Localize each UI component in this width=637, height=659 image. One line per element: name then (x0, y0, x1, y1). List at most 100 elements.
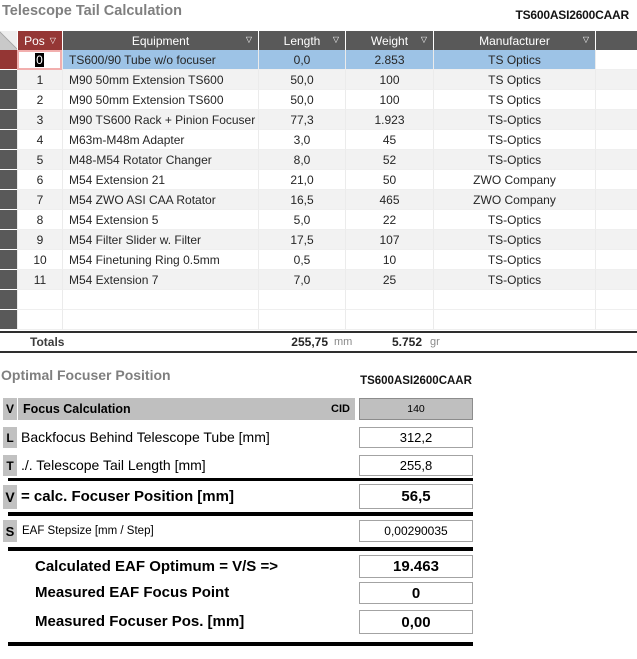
cell-extra[interactable] (595, 250, 637, 270)
row-selector[interactable] (0, 250, 17, 270)
cell-pos[interactable]: 1 (17, 70, 62, 90)
cell-length[interactable] (258, 310, 345, 330)
cell-equipment[interactable]: M54 Finetuning Ring 0.5mm (62, 250, 258, 270)
cell-manufacturer[interactable]: TS-Optics (433, 130, 595, 150)
row-selector[interactable] (0, 50, 17, 70)
cell-manufacturer[interactable]: TS Optics (433, 50, 595, 70)
cell-length[interactable]: 0,5 (258, 250, 345, 270)
column-header-pos[interactable]: Pos ▽ (17, 31, 62, 50)
column-header-weight[interactable]: Weight ▽ (345, 31, 433, 50)
cell-equipment[interactable]: TS600/90 Tube w/o focuser (62, 50, 258, 70)
cell-weight[interactable]: 100 (345, 90, 433, 110)
cell-pos[interactable]: 4 (17, 130, 62, 150)
cell-weight[interactable]: 10 (345, 250, 433, 270)
cell-equipment[interactable]: M54 ZWO ASI CAA Rotator (62, 190, 258, 210)
row-selector[interactable] (0, 270, 17, 290)
cell-extra[interactable] (595, 170, 637, 190)
cell-weight[interactable] (345, 310, 433, 330)
filter-dropdown-icon[interactable]: ▽ (332, 35, 339, 44)
cell-pos[interactable]: 8 (17, 210, 62, 230)
row-selector[interactable] (0, 70, 17, 90)
cell-equipment[interactable]: M54 Filter Slider w. Filter (62, 230, 258, 250)
measured-focuser-pos-input[interactable]: 0,00 (359, 610, 473, 634)
row-selector[interactable] (0, 170, 17, 190)
cell-weight[interactable]: 22 (345, 210, 433, 230)
cell-extra[interactable] (595, 110, 637, 130)
cell-pos[interactable]: 11 (17, 270, 62, 290)
cell-pos[interactable]: 9 (17, 230, 62, 250)
cell-extra[interactable] (595, 210, 637, 230)
cell-extra[interactable] (595, 70, 637, 90)
cell-equipment[interactable]: M54 Extension 5 (62, 210, 258, 230)
cell-extra[interactable] (595, 150, 637, 170)
select-all-corner[interactable] (0, 31, 17, 50)
row-selector[interactable] (0, 110, 17, 130)
cell-equipment[interactable]: M90 50mm Extension TS600 (62, 90, 258, 110)
cell-pos[interactable]: 0 (17, 50, 62, 70)
row-selector[interactable] (0, 310, 17, 330)
cell-manufacturer[interactable]: ZWO Company (433, 170, 595, 190)
cell-manufacturer[interactable]: TS-Optics (433, 270, 595, 290)
cell-extra[interactable] (595, 230, 637, 250)
cell-equipment[interactable]: M48-M54 Rotator Changer (62, 150, 258, 170)
cell-length[interactable]: 17,5 (258, 230, 345, 250)
cell-length[interactable]: 3,0 (258, 130, 345, 150)
cell-length[interactable] (258, 290, 345, 310)
filter-dropdown-icon[interactable]: ▽ (582, 35, 589, 44)
cell-manufacturer[interactable]: TS-Optics (433, 250, 595, 270)
cell-manufacturer[interactable]: TS Optics (433, 90, 595, 110)
column-header-equipment[interactable]: Equipment ▽ (62, 31, 258, 50)
cell-pos[interactable]: 7 (17, 190, 62, 210)
column-header-extra[interactable] (595, 31, 637, 50)
cell-equipment[interactable]: M90 50mm Extension TS600 (62, 70, 258, 90)
cell-manufacturer[interactable]: TS-Optics (433, 230, 595, 250)
cell-weight[interactable]: 107 (345, 230, 433, 250)
cell-pos[interactable]: 5 (17, 150, 62, 170)
cell-manufacturer[interactable]: TS-Optics (433, 210, 595, 230)
cell-manufacturer[interactable]: TS-Optics (433, 150, 595, 170)
cell-pos[interactable] (17, 290, 62, 310)
cell-manufacturer[interactable] (433, 290, 595, 310)
cell-pos[interactable]: 6 (17, 170, 62, 190)
cell-equipment[interactable]: M54 Extension 21 (62, 170, 258, 190)
row-selector[interactable] (0, 210, 17, 230)
cell-length[interactable]: 7,0 (258, 270, 345, 290)
cell-length[interactable]: 5,0 (258, 210, 345, 230)
filter-dropdown-icon[interactable]: ▽ (420, 35, 427, 44)
cell-length[interactable]: 50,0 (258, 90, 345, 110)
cell-manufacturer[interactable]: ZWO Company (433, 190, 595, 210)
cell-manufacturer[interactable]: TS-Optics (433, 110, 595, 130)
cell-weight[interactable]: 50 (345, 170, 433, 190)
cell-extra[interactable] (595, 270, 637, 290)
cell-length[interactable]: 50,0 (258, 70, 345, 90)
cell-pos[interactable]: 2 (17, 90, 62, 110)
column-header-manufacturer[interactable]: Manufacturer ▽ (433, 31, 595, 50)
cell-length[interactable]: 8,0 (258, 150, 345, 170)
cell-extra[interactable] (595, 290, 637, 310)
row-selector[interactable] (0, 230, 17, 250)
eaf-stepsize-input[interactable]: 0,00290035 (359, 520, 473, 542)
cell-weight[interactable]: 45 (345, 130, 433, 150)
row-selector[interactable] (0, 190, 17, 210)
cell-extra[interactable] (595, 90, 637, 110)
cell-pos[interactable] (17, 310, 62, 330)
cell-weight[interactable]: 25 (345, 270, 433, 290)
row-selector[interactable] (0, 90, 17, 110)
cell-weight[interactable] (345, 290, 433, 310)
cell-extra[interactable] (595, 50, 637, 70)
cell-extra[interactable] (595, 190, 637, 210)
row-selector[interactable] (0, 130, 17, 150)
cell-equipment[interactable] (62, 310, 258, 330)
row-selector[interactable] (0, 290, 17, 310)
cell-equipment[interactable] (62, 290, 258, 310)
cell-weight[interactable]: 1.923 (345, 110, 433, 130)
cell-weight[interactable]: 2.853 (345, 50, 433, 70)
cell-equipment[interactable]: M63m-M48m Adapter (62, 130, 258, 150)
cell-equipment[interactable]: M54 Extension 7 (62, 270, 258, 290)
cell-length[interactable]: 0,0 (258, 50, 345, 70)
backfocus-input[interactable]: 312,2 (359, 427, 473, 448)
filter-dropdown-icon[interactable]: ▽ (49, 35, 56, 45)
tail-length-input[interactable]: 255,8 (359, 455, 473, 476)
cell-pos[interactable]: 3 (17, 110, 62, 130)
row-selector[interactable] (0, 150, 17, 170)
